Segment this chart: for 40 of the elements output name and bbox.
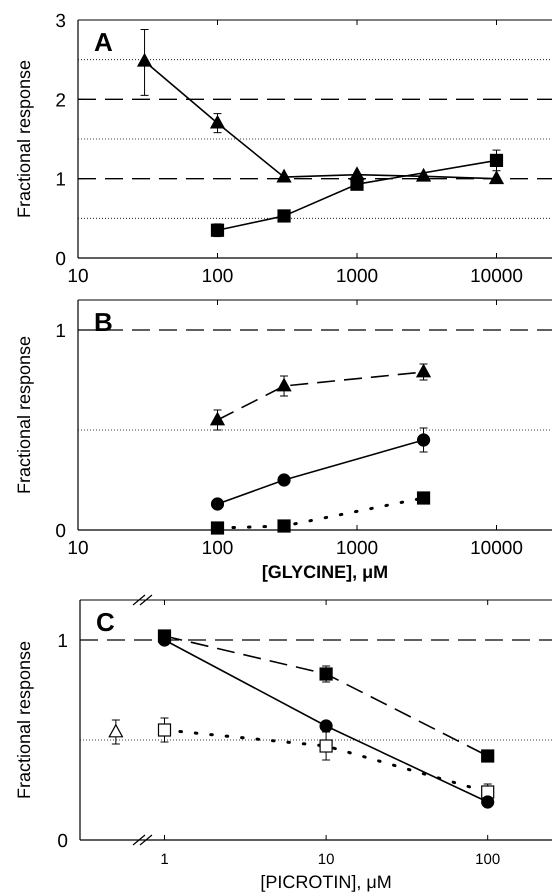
y-tick-label: 0 <box>57 831 68 852</box>
y-tick-label: 1 <box>55 170 66 191</box>
point <box>416 491 430 505</box>
x-tick-label: 10000 <box>470 538 523 559</box>
point <box>481 795 494 809</box>
chart-title: A <box>94 27 113 57</box>
y-tick-label: 0 <box>55 249 66 270</box>
point <box>481 749 494 763</box>
point <box>210 497 224 511</box>
x-tick-label: 1000 <box>336 538 378 559</box>
y-axis-title: Fractional response <box>14 60 34 218</box>
point <box>158 723 172 737</box>
point <box>158 629 172 643</box>
y-tick-label: 1 <box>57 631 68 652</box>
chart-title: B <box>94 307 113 337</box>
point <box>319 667 333 681</box>
x-axis-title: [PICROTIN], μM <box>260 872 392 892</box>
point <box>210 521 224 535</box>
y-axis-title: Fractional response <box>14 640 34 800</box>
y-tick-label: 1 <box>55 321 66 342</box>
chart-title: C <box>96 607 115 637</box>
x-tick-label: 10000 <box>470 266 523 287</box>
x-tick-label: 100 <box>475 851 500 868</box>
y-tick-label: 0 <box>55 521 66 542</box>
x-tick-label: 10 <box>318 851 334 868</box>
y-tick-label: 3 <box>55 11 66 32</box>
y-tick-label: 2 <box>55 90 66 112</box>
point <box>319 739 333 753</box>
point <box>210 412 225 426</box>
point <box>319 719 333 733</box>
y-axis-title: Fractional response <box>14 336 34 494</box>
x-tick-label: 100 <box>202 266 234 287</box>
point <box>416 433 430 447</box>
x-tick-label: 1 <box>160 851 169 868</box>
x-axis-title: [GLYCINE], μM <box>262 562 388 582</box>
point <box>416 364 431 378</box>
x-tick-label: 100 <box>202 538 234 559</box>
x-tick-label: 10 <box>67 266 89 287</box>
x-tick-label: 1000 <box>336 266 378 287</box>
x-tick-label: 10 <box>67 538 89 559</box>
